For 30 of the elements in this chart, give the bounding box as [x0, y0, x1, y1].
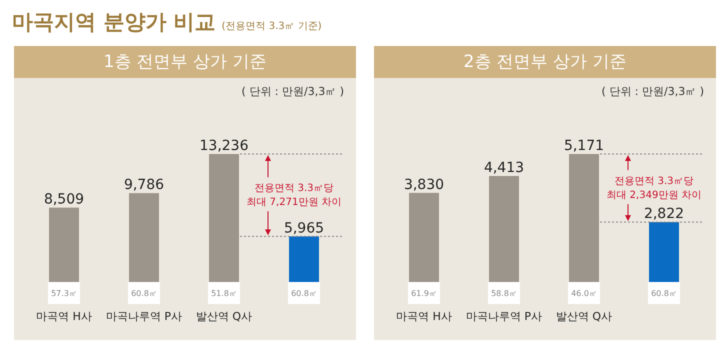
x-tick-label: 마곡나루역 P사 — [106, 310, 182, 323]
chart-subtitle: ( 단위 : 만원/3,3㎡ ) — [242, 84, 344, 99]
data-label: 13,236 — [200, 138, 249, 154]
data-label: 5,965 — [284, 220, 324, 236]
x-tick-label: 발산역 Q사 — [196, 310, 252, 323]
annotation: 57.3㎡ — [51, 289, 77, 298]
data-label: 4,413 — [484, 160, 524, 176]
text: 마곡지역 분양가 비교 — [12, 10, 216, 34]
data-label: 8,509 — [44, 192, 84, 208]
data-label: 5,171 — [564, 138, 604, 154]
annotation: 51.8㎡ — [211, 289, 237, 298]
x-tick-label: 마곡나루역 P사 — [466, 310, 542, 323]
annotation: 60.8㎡ — [131, 289, 157, 298]
annotation: 전용면적 3.3㎡당 최대 7,271만원 차이 — [246, 183, 342, 208]
annotation: 60.8㎡ — [291, 289, 317, 298]
annotation: 61.9㎡ — [411, 289, 437, 298]
data-label: 9,786 — [124, 177, 164, 194]
chart-title: 1층 전면부 상가 기준 — [14, 46, 356, 78]
data-label: 3,830 — [404, 176, 444, 193]
text: (전용면적 3.3㎡ 기준) — [222, 21, 322, 32]
x-tick-label: 발산역 Q사 — [556, 310, 612, 323]
chart-subtitle: ( 단위 : 만원/3,3㎡ ) — [602, 84, 704, 99]
annotation: 60.8㎡ — [651, 289, 677, 298]
annotation: 58.8㎡ — [491, 289, 517, 298]
x-tick-label: 마곡역 H사 — [396, 310, 452, 323]
chart-title: 2층 전면부 상가 기준 — [374, 46, 716, 78]
annotation: 전용면적 3.3㎡당 최대 2,349만원 차이 — [606, 176, 702, 202]
data-label: 2,822 — [644, 206, 684, 222]
x-tick-label: 마곡역 H사 — [36, 310, 92, 323]
annotation: 46.0㎡ — [571, 289, 597, 298]
